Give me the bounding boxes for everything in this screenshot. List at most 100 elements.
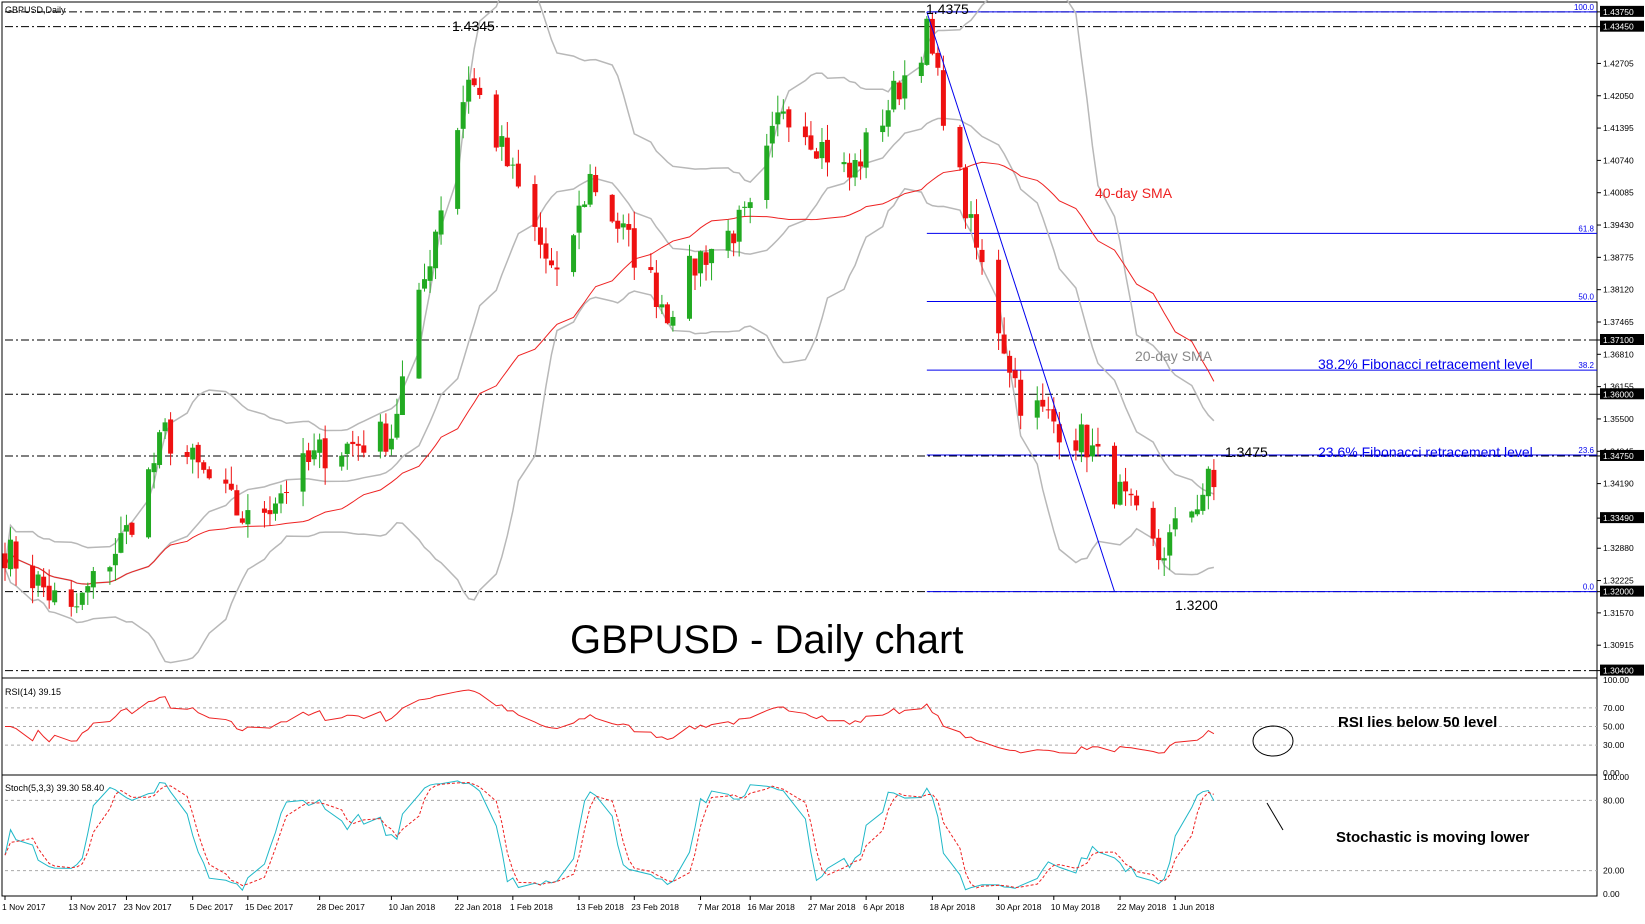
bear-candle [383,423,389,452]
bull-candle [670,316,676,326]
bull-candle [466,79,472,102]
bear-candle [504,137,510,167]
bull-candle [8,539,14,570]
price-tick-label: 1.30400 [1603,666,1634,676]
price-tick-label: 1.34190 [1603,479,1634,489]
bull-candle [499,136,505,147]
bear-candle [858,161,864,167]
bear-candle [974,214,980,248]
bear-candle [824,139,830,163]
bull-candle [74,606,80,608]
bull-candle [151,463,157,473]
bull-candle [344,443,350,455]
price-tick-label: 1.35500 [1603,414,1634,424]
bear-candle [653,272,659,307]
fibonacci-retracement: 100.0 61.8 50.0 38.2 23.6 0.0 [926,3,1597,593]
bull-candle [686,255,692,319]
bear-candle [41,576,47,588]
bull-candle [1034,400,1040,418]
bull-candle [245,510,251,525]
bollinger-lower [4,187,1215,664]
bear-candle [168,419,174,454]
date-tick-label: 22 Jan 2018 [455,902,502,912]
chart-title: GBPUSD - Daily chart [570,618,963,662]
bear-candle [692,258,698,276]
price-tick-label: 1.38120 [1603,285,1634,295]
bear-candle [1051,409,1057,422]
bear-candle [1018,379,1024,416]
bull-candle [146,469,152,538]
bull-candle [112,553,118,566]
bull-candle [582,204,588,207]
date-tick-label: 1 Nov 2017 [2,902,46,912]
bear-candle [648,267,654,271]
sma40-line [4,161,1215,585]
date-tick-label: 6 Apr 2018 [863,902,904,912]
bull-candle [162,422,168,432]
stoch-tick-label: 80.00 [1603,795,1625,805]
price-tick-label: 1.40740 [1603,155,1634,165]
bear-candle [731,233,737,244]
bear-candle [239,518,245,523]
bull-candle [885,110,891,127]
price-tick-label: 1.31570 [1603,608,1634,618]
bull-candle [863,132,869,168]
bull-candle [880,125,886,133]
sma20-label: 20-day SMA [1135,348,1213,364]
bear-candle [1112,445,1118,505]
bull-candle [659,304,665,308]
bull-candle [902,75,908,99]
bull-candle [918,62,924,77]
bull-candle [85,586,91,593]
fib-level-label: 50.0 [1578,293,1594,302]
bull-candle [1078,424,1084,453]
bull-candle [90,571,96,588]
bear-candle [1001,334,1007,354]
bull-candle [1172,518,1178,530]
bear-candle [477,87,483,95]
bull-candle [107,567,113,572]
bear-candle [515,163,521,187]
price-tick-label: 1.43450 [1603,22,1634,32]
bear-candle [664,304,670,324]
bull-candle [736,209,742,242]
bear-candle [350,441,356,445]
bull-candle [968,214,974,218]
date-tick-label: 13 Feb 2018 [576,902,624,912]
bear-candle [201,462,207,470]
bear-candle [703,252,709,265]
fib-level-label: 0.0 [1583,583,1595,592]
bear-candle [46,585,52,601]
stoch-tick-label: 20.00 [1603,866,1625,876]
low-label: 1.3200 [1175,597,1218,613]
price-axis: 1.43750 1.43450 1.42705 1.42050 1.41395 1.407… [1597,5,1644,676]
fib236-label: 23.6% Fibonacci retracement level [1318,444,1533,460]
bull-candle [764,145,770,200]
bull-candle [455,130,461,209]
bear-candle [615,220,621,229]
date-tick-label: 10 May 2018 [1051,902,1100,912]
bear-candle [554,267,560,270]
bear-candle [1084,424,1090,458]
bull-candle [576,205,582,233]
bear-candle [355,443,361,446]
moving-averages [4,161,1215,585]
price-tick-label: 1.32880 [1603,543,1634,553]
stoch-note: Stochastic is moving lower [1336,829,1530,846]
stoch-panel-frame [1,774,1598,897]
bull-candle [52,590,58,603]
date-tick-label: 23 Feb 2018 [631,902,679,912]
bull-candle [1161,558,1167,561]
bull-candle [698,251,704,274]
bull-candle [35,574,41,586]
bull-candle [388,438,394,450]
bear-candle [929,18,935,54]
fib-level-label: 38.2 [1578,361,1594,370]
bear-candle [537,227,543,245]
bear-candle [1073,440,1079,451]
price-tick-highlight [1600,449,1644,461]
bear-candle [306,450,312,462]
price-tick-label: 1.32000 [1603,587,1634,597]
bear-candle [543,243,549,259]
